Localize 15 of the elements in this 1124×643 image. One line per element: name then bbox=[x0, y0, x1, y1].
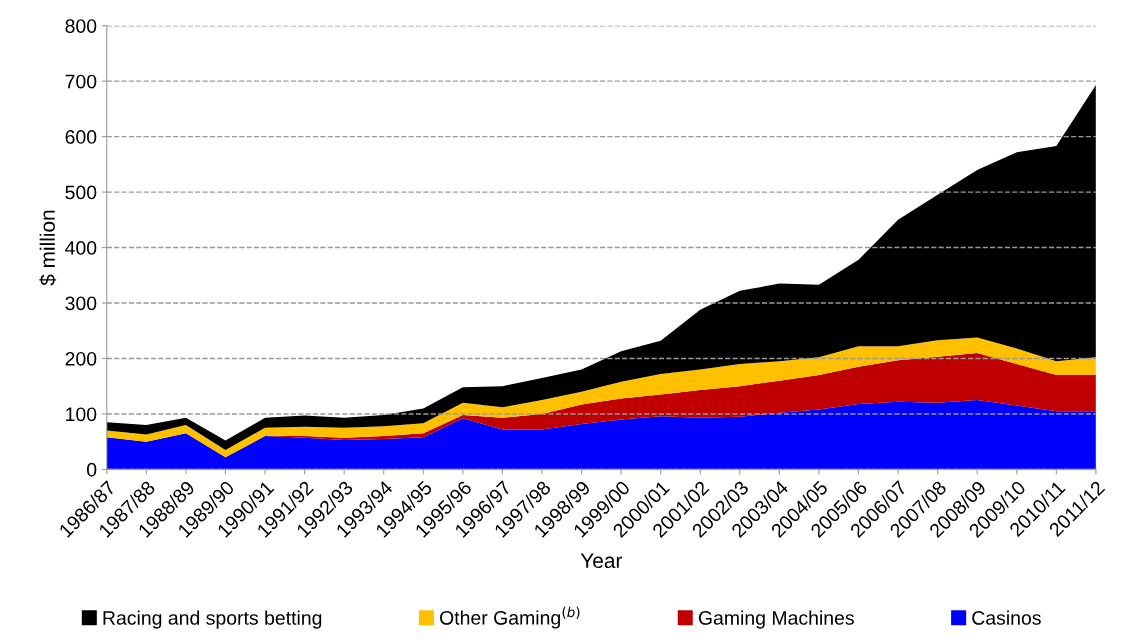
y-tick-label: 800 bbox=[65, 19, 97, 33]
y-tick-label: 200 bbox=[65, 351, 97, 366]
y-tick-label: 400 bbox=[65, 241, 97, 255]
x-axis-title: Year bbox=[580, 553, 623, 569]
y-tick-label: 300 bbox=[65, 296, 97, 311]
y-axis-title: $ million bbox=[39, 210, 57, 286]
legend-label: Other Gaming$^{(b)}$ bbox=[440, 606, 580, 629]
y-tick-label: 0 bbox=[87, 462, 97, 477]
legend-label: Casinos bbox=[972, 610, 1041, 625]
y-tick-label: 700 bbox=[65, 74, 97, 89]
y-tick-label: 600 bbox=[65, 130, 97, 144]
y-tick-label: 500 bbox=[65, 185, 97, 200]
legend-label: Racing and sports betting bbox=[103, 610, 322, 629]
y-tick-label: 100 bbox=[66, 407, 97, 422]
legend-label: Gaming Machines bbox=[698, 610, 854, 629]
